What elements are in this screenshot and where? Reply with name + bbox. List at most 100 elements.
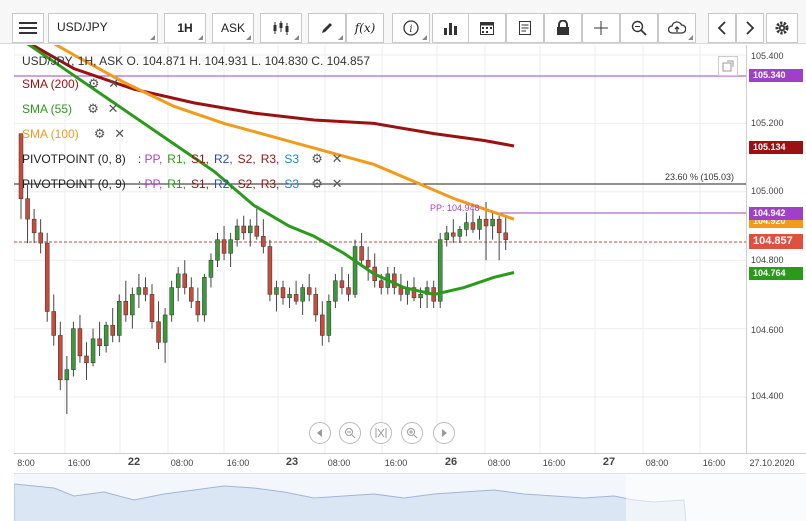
settings-button[interactable] bbox=[766, 13, 798, 43]
candle-body bbox=[293, 294, 299, 302]
candle-body bbox=[287, 294, 292, 299]
candle-body bbox=[306, 287, 312, 295]
candle-body bbox=[31, 218, 37, 234]
candle-body bbox=[313, 294, 318, 316]
pan-left-button[interactable] bbox=[309, 422, 331, 444]
candle-body bbox=[208, 259, 214, 278]
indicator-label: PIVOTPOINT (0, 8) bbox=[22, 152, 126, 166]
close-icon[interactable]: ✕ bbox=[331, 176, 343, 191]
candle-body bbox=[103, 324, 109, 346]
gear-icon[interactable]: ⚙ bbox=[311, 176, 323, 191]
calendar-icon bbox=[480, 22, 494, 35]
bar-chart-icon bbox=[444, 23, 457, 35]
price-tag-current: 104.857 bbox=[749, 234, 803, 249]
candle-body bbox=[195, 300, 201, 316]
fit-icon bbox=[375, 428, 387, 438]
draw-tool-button[interactable] bbox=[308, 13, 346, 43]
lock-button[interactable] bbox=[544, 13, 582, 43]
scroll-left-button[interactable] bbox=[708, 13, 736, 43]
gear-icon[interactable]: ⚙ bbox=[87, 101, 99, 116]
scroll-right-button[interactable] bbox=[736, 13, 764, 43]
time-axis[interactable]: 8:00 16:00 22 08:00 16:00 23 08:00 16:00… bbox=[14, 453, 806, 473]
pivot-level: R1, bbox=[167, 177, 186, 191]
indicators-button[interactable]: f(x) bbox=[346, 13, 384, 43]
candle-body bbox=[228, 239, 233, 254]
candle-body bbox=[143, 287, 148, 295]
lock-icon bbox=[557, 20, 569, 35]
info-button[interactable]: i bbox=[392, 13, 430, 43]
document-icon bbox=[519, 21, 531, 35]
close-icon[interactable]: ✕ bbox=[331, 151, 343, 166]
crosshair-button[interactable] bbox=[582, 13, 620, 43]
candle-body bbox=[130, 294, 135, 316]
candle-body bbox=[25, 198, 30, 220]
candlestick-series bbox=[18, 133, 508, 415]
close-icon[interactable]: ✕ bbox=[107, 101, 119, 116]
indicator-label: PIVOTPOINT (0, 9) bbox=[22, 177, 126, 191]
candle-body bbox=[169, 287, 174, 316]
expand-icon bbox=[722, 60, 734, 72]
price-type-button[interactable]: ASK bbox=[212, 13, 254, 43]
candle-body bbox=[117, 300, 122, 336]
zoom-out-button[interactable] bbox=[339, 422, 361, 444]
chart-canvas[interactable] bbox=[14, 45, 746, 453]
close-icon[interactable]: ✕ bbox=[114, 126, 126, 141]
candle-body bbox=[267, 246, 273, 295]
time-tick: 16:00 bbox=[542, 458, 566, 468]
upload-button[interactable] bbox=[658, 13, 696, 43]
pivot-level: S2, bbox=[237, 152, 256, 166]
pan-right-button[interactable] bbox=[433, 422, 455, 444]
menu-button[interactable] bbox=[12, 13, 44, 43]
timeframe-button[interactable]: 1H bbox=[164, 13, 206, 43]
time-tick: 27.10.2020 bbox=[749, 458, 795, 468]
sma-55-line bbox=[26, 45, 515, 296]
pivot-level: S3 bbox=[284, 177, 300, 191]
gear-icon[interactable]: ⚙ bbox=[87, 76, 100, 91]
news-button[interactable] bbox=[506, 13, 544, 43]
zoom-button[interactable] bbox=[620, 13, 658, 43]
hamburger-icon bbox=[19, 22, 37, 34]
time-tick: 08:00 bbox=[645, 458, 669, 468]
gear-icon[interactable]: ⚙ bbox=[93, 126, 106, 141]
chart-grid bbox=[14, 45, 746, 453]
price-chart[interactable] bbox=[14, 45, 746, 453]
candle-body bbox=[248, 225, 253, 234]
price-tick: 104.600 bbox=[751, 325, 784, 335]
calendar-button[interactable] bbox=[468, 13, 506, 43]
indicator-pivot-1: PIVOTPOINT (0, 8) : PP, R1, S1, R2, S2, R3, S3… bbox=[22, 151, 344, 167]
sma-100-line bbox=[53, 45, 515, 221]
indicator-label: SMA (200) bbox=[22, 77, 79, 91]
candle-body bbox=[77, 328, 83, 357]
candle-body bbox=[149, 294, 155, 323]
volume-button[interactable] bbox=[432, 13, 470, 43]
time-tick: 16:00 bbox=[67, 458, 91, 468]
price-tick: 104.400 bbox=[751, 391, 784, 401]
chart-type-button[interactable] bbox=[260, 13, 302, 43]
close-icon[interactable]: ✕ bbox=[108, 76, 120, 91]
navigator-strip[interactable] bbox=[14, 473, 806, 521]
zoom-in-button[interactable] bbox=[401, 422, 423, 444]
candle-body bbox=[490, 218, 495, 227]
candle-body bbox=[156, 321, 161, 343]
symbol-select[interactable]: USD/JPY bbox=[48, 13, 158, 43]
candle-body bbox=[326, 300, 332, 336]
reset-view-button[interactable] bbox=[370, 422, 392, 444]
candle-body bbox=[379, 280, 384, 288]
candle-body bbox=[18, 133, 24, 199]
candle-body bbox=[352, 246, 358, 295]
candle-body bbox=[300, 287, 305, 302]
expand-chart-button[interactable] bbox=[718, 56, 738, 76]
candle-body bbox=[51, 311, 56, 336]
time-tick: 08:00 bbox=[487, 458, 511, 468]
zoom-in-icon bbox=[407, 428, 418, 439]
candle-body bbox=[71, 328, 76, 370]
price-tag-sma200: 105.134 bbox=[749, 141, 803, 154]
price-axis[interactable]: 105.400 105.340 105.200 105.134 105.000 … bbox=[746, 45, 806, 453]
candlestick-icon bbox=[273, 21, 289, 35]
candle-body bbox=[215, 239, 220, 261]
candle-body bbox=[64, 369, 70, 381]
symbol-value: USD/JPY bbox=[57, 20, 108, 34]
pivot-level: R3, bbox=[260, 177, 280, 191]
gear-icon[interactable]: ⚙ bbox=[311, 151, 323, 166]
candle-body bbox=[234, 225, 240, 240]
